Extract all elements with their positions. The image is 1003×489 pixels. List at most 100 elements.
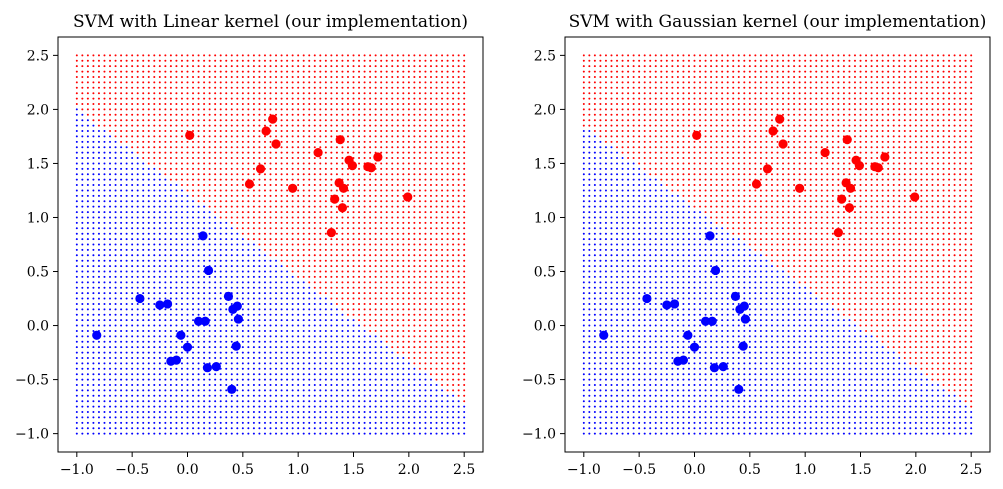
region-dot (452, 54, 455, 57)
region-dot (286, 416, 289, 419)
region-dot (369, 75, 372, 78)
region-dot (192, 335, 195, 338)
region-dot (385, 313, 388, 316)
region-dot (380, 59, 383, 62)
region-dot (313, 329, 316, 332)
region-dot (291, 221, 294, 224)
region-dot (413, 270, 416, 273)
region-dot (313, 157, 316, 160)
region-dot (252, 65, 255, 68)
region-dot (169, 324, 172, 327)
region-dot (169, 59, 172, 62)
region-dot (158, 367, 161, 370)
region-dot (214, 335, 217, 338)
region-dot (158, 394, 161, 397)
region-dot (203, 151, 206, 154)
region-dot (241, 157, 244, 160)
region-dot (225, 340, 228, 343)
region-dot (263, 211, 266, 214)
region-dot (136, 205, 139, 208)
region-dot (114, 135, 117, 138)
region-dot (81, 362, 84, 365)
region-dot (219, 86, 222, 89)
region-dot (286, 130, 289, 133)
region-dot (374, 178, 377, 181)
region-dot (335, 75, 338, 78)
region-dot (335, 313, 338, 316)
region-dot (247, 373, 250, 376)
region-dot (247, 286, 250, 289)
region-dot (147, 421, 150, 424)
region-dot (402, 86, 405, 89)
region-dot (291, 319, 294, 322)
region-dot (131, 313, 134, 316)
region-dot (286, 286, 289, 289)
region-dot (429, 189, 432, 192)
region-dot (418, 416, 421, 419)
region-dot (429, 167, 432, 170)
region-dot (391, 292, 394, 295)
region-dot (147, 356, 150, 359)
region-dot (197, 146, 200, 149)
region-dot (441, 367, 444, 370)
region-dot (252, 329, 255, 332)
region-dot (302, 65, 305, 68)
region-dot (413, 324, 416, 327)
region-dot (86, 113, 89, 116)
region-dot (175, 211, 178, 214)
region-dot (169, 378, 172, 381)
region-dot (92, 108, 95, 111)
region-dot (441, 92, 444, 95)
region-dot (308, 362, 311, 365)
region-dot (236, 405, 239, 408)
region-dot (236, 81, 239, 84)
region-dot (236, 400, 239, 403)
region-dot (330, 308, 333, 311)
region-dot (435, 140, 438, 143)
region-dot (203, 108, 206, 111)
region-dot (269, 319, 272, 322)
region-dot (457, 383, 460, 386)
region-dot (374, 146, 377, 149)
region-dot (142, 319, 145, 322)
region-dot (103, 59, 106, 62)
region-dot (180, 151, 183, 154)
region-dot (225, 119, 228, 122)
region-dot (429, 232, 432, 235)
region-dot (164, 432, 167, 435)
region-dot (180, 81, 183, 84)
region-dot (424, 70, 427, 73)
region-dot (297, 54, 300, 57)
region-dot (214, 373, 217, 376)
region-dot (435, 319, 438, 322)
region-dot (363, 211, 366, 214)
region-dot (319, 162, 322, 165)
region-dot (208, 162, 211, 165)
region-dot (186, 340, 189, 343)
region-dot (418, 167, 421, 170)
region-dot (263, 140, 266, 143)
region-dot (385, 238, 388, 241)
region-dot (158, 400, 161, 403)
region-dot (313, 54, 316, 57)
region-dot (441, 54, 444, 57)
region-dot (330, 346, 333, 349)
region-dot (335, 389, 338, 392)
region-dot (164, 373, 167, 376)
region-dot (352, 151, 355, 154)
region-dot (197, 130, 200, 133)
region-dot (391, 70, 394, 73)
region-dot (335, 394, 338, 397)
region-dot (452, 86, 455, 89)
region-dot (358, 167, 361, 170)
region-dot (164, 65, 167, 68)
region-dot (92, 162, 95, 165)
region-dot (81, 97, 84, 100)
region-dot (457, 394, 460, 397)
region-dot (457, 319, 460, 322)
region-dot (374, 411, 377, 414)
region-dot (275, 367, 278, 370)
region-dot (214, 86, 217, 89)
region-dot (280, 70, 283, 73)
region-dot (352, 146, 355, 149)
